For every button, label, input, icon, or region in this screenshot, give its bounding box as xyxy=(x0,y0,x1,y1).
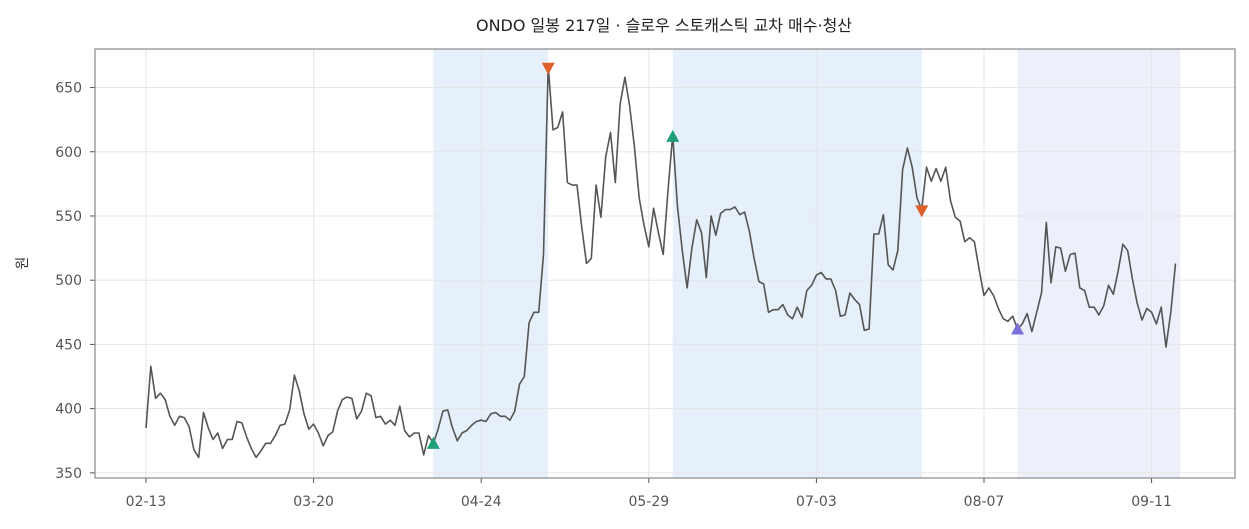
chart-title: ONDO 일봉 217일 · 슬로우 스토캐스틱 교차 매수·청산 xyxy=(476,16,852,35)
sell-marker xyxy=(541,62,555,75)
sell-marker xyxy=(915,205,929,218)
y-tick-label: 400 xyxy=(55,402,82,418)
shaded-region xyxy=(672,49,922,478)
x-tick-label: 09-11 xyxy=(1131,494,1172,510)
shaded-regions xyxy=(433,49,1181,478)
grid xyxy=(95,49,1235,478)
x-tick-label: 02-13 xyxy=(126,494,167,510)
open-position-marker xyxy=(1011,322,1025,335)
y-tick-label: 650 xyxy=(55,81,82,97)
shaded-region xyxy=(433,49,549,478)
plot-frame xyxy=(94,48,1236,479)
y-tick-label: 600 xyxy=(55,145,82,161)
x-tick-label: 05-29 xyxy=(628,494,669,510)
buy-marker xyxy=(426,436,440,449)
y-tick-label: 350 xyxy=(55,466,82,482)
axes: 350 400 450 500 550 600 650 02-13 03-20 04-24 05-2… xyxy=(55,48,1236,510)
shaded-region xyxy=(1017,49,1181,478)
y-tick-label: 550 xyxy=(55,209,82,225)
price-line-layer xyxy=(145,64,1177,459)
x-tick-label: 03-20 xyxy=(293,494,334,510)
x-tick-label: 04-24 xyxy=(461,494,502,510)
signal-markers xyxy=(426,62,1025,449)
y-tick-label: 500 xyxy=(55,273,82,289)
price-line xyxy=(145,64,1177,459)
y-tick-label: 450 xyxy=(55,337,82,353)
x-tick-label: 07-03 xyxy=(796,494,837,510)
x-tick-label: 08-07 xyxy=(964,494,1005,510)
buy-marker xyxy=(666,129,680,142)
y-axis-label: 원 xyxy=(15,257,31,270)
